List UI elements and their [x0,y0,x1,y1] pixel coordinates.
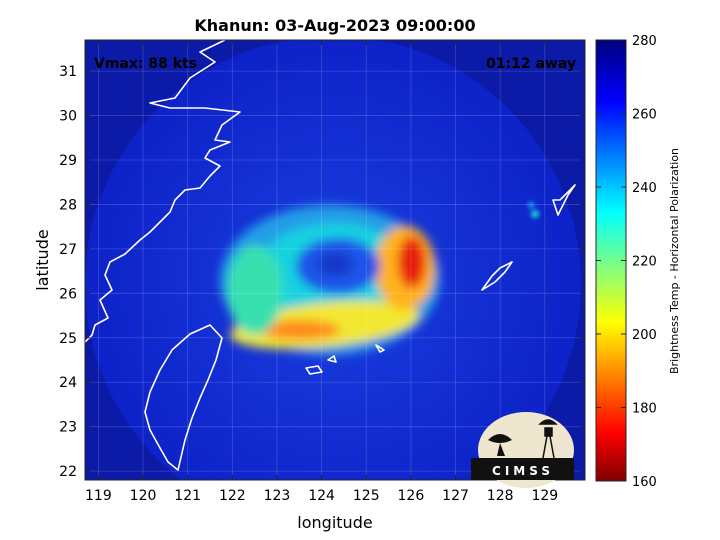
logo-dish-icon [488,434,512,456]
y-axis-label: latitude [33,229,52,290]
y-tick-label: 25 [59,331,77,347]
east-eyewall-core [398,236,426,288]
island-okinawa [481,261,513,291]
colorbar: 160 180 200 220 240 260 280 Brightness Temp - … [595,34,681,490]
x-tick-label: 124 [308,488,335,504]
logo-tower-icon [538,419,558,459]
colorbar-tick-label: 200 [632,328,657,343]
taiwan-outline [144,324,223,471]
coastline-china [85,40,241,343]
eye-center [317,252,353,276]
x-axis: 119 120 121 122 123 124 125 126 127 128 129 [85,40,558,504]
south-band-core [260,320,340,340]
y-tick-label: 22 [59,464,77,480]
y-tick-label: 23 [59,420,77,436]
colorbar-tick-label: 280 [632,34,657,49]
y-tick-label: 28 [59,197,77,213]
cimss-logo: CIMSS [471,412,574,488]
colorbar-label: Brightness Temp - Horizontal Polarizatio… [668,148,681,374]
x-tick-label: 125 [353,488,380,504]
x-tick-label: 120 [130,488,157,504]
colorbar-ticks: 160 180 200 220 240 260 280 [596,34,657,490]
island-amami [552,184,576,216]
plot-frame [84,39,586,481]
west-band [227,245,283,335]
colorbar-tick-label: 240 [632,181,657,196]
plot-area [85,40,585,480]
x-tick-label: 126 [398,488,425,504]
y-tick-label: 24 [59,375,77,391]
x-tick-label: 123 [264,488,291,504]
colorbar-tick-label: 260 [632,108,657,123]
logo-text: CIMSS [492,464,554,478]
y-tick-label: 31 [59,64,77,80]
colorbar-tick-label: 160 [632,475,657,490]
chart-title: Khanun: 03-Aug-2023 09:00:00 [194,16,475,35]
convective-cells [528,202,539,218]
x-tick-label: 128 [487,488,514,504]
coastlines [85,40,576,471]
x-tick-label: 127 [442,488,469,504]
x-tick-label: 129 [531,488,558,504]
island-east-small [375,344,385,353]
y-tick-label: 26 [59,286,77,302]
x-tick-label: 119 [85,488,112,504]
y-tick-label: 29 [59,153,77,169]
y-tick-label: 27 [59,242,77,258]
island-miyako [327,355,337,363]
x-tick-label: 122 [219,488,246,504]
x-axis-label: longitude [297,513,372,532]
colorbar-tick-label: 220 [632,255,657,270]
storm-structure [220,205,440,355]
grid [85,40,585,480]
vmax-label: Vmax: 88 kts [94,56,197,72]
logo-bar [471,458,574,480]
island-yaeyama [305,365,323,375]
x-tick-label: 121 [174,488,201,504]
y-tick-label: 30 [59,109,77,125]
time-away-label: 01:12 away [486,56,576,72]
y-axis: 22 23 24 25 26 27 28 29 30 31 [59,64,585,480]
colorbar-tick-label: 180 [632,402,657,417]
